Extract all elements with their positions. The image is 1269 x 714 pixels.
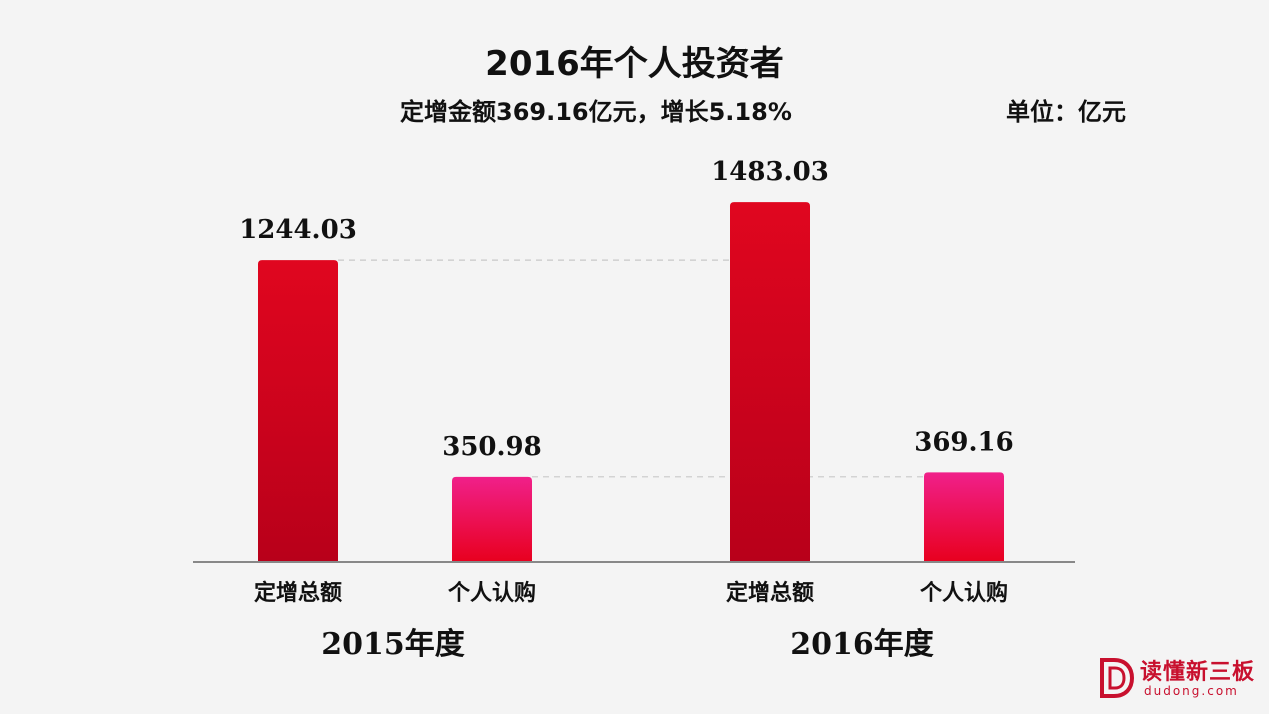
group-label-0: 2015年度 xyxy=(321,627,465,662)
value-label-0-0: 1244.03 xyxy=(239,215,357,245)
bar-1-0 xyxy=(730,202,810,563)
chart-subtitle: 定增金额369.16亿元，增长5.18% xyxy=(400,98,792,126)
value-label-0-1: 350.98 xyxy=(442,432,542,462)
brand-logo: 读懂新三板 dudong.com xyxy=(1098,652,1258,708)
category-label-1-0: 定增总额 xyxy=(726,580,814,606)
dd-logo-icon xyxy=(1100,658,1135,698)
category-label-1-1: 个人认购 xyxy=(920,580,1008,606)
category-label-0-1: 个人认购 xyxy=(448,580,536,606)
bar-0-0 xyxy=(258,260,338,562)
chart-title: 2016年个人投资者 xyxy=(485,44,784,84)
unit-label: 单位：亿元 xyxy=(1006,98,1126,126)
bar-1-1 xyxy=(924,472,1004,562)
group-label-1: 2016年度 xyxy=(790,627,934,662)
bar-0-1 xyxy=(452,476,532,562)
value-label-1-0: 1483.03 xyxy=(711,157,829,187)
category-label-0-0: 定增总额 xyxy=(254,580,342,606)
value-label-1-1: 369.16 xyxy=(914,427,1014,457)
logo-subtext: dudong.com xyxy=(1144,684,1239,698)
logo-text: 读懂新三板 xyxy=(1140,660,1256,685)
